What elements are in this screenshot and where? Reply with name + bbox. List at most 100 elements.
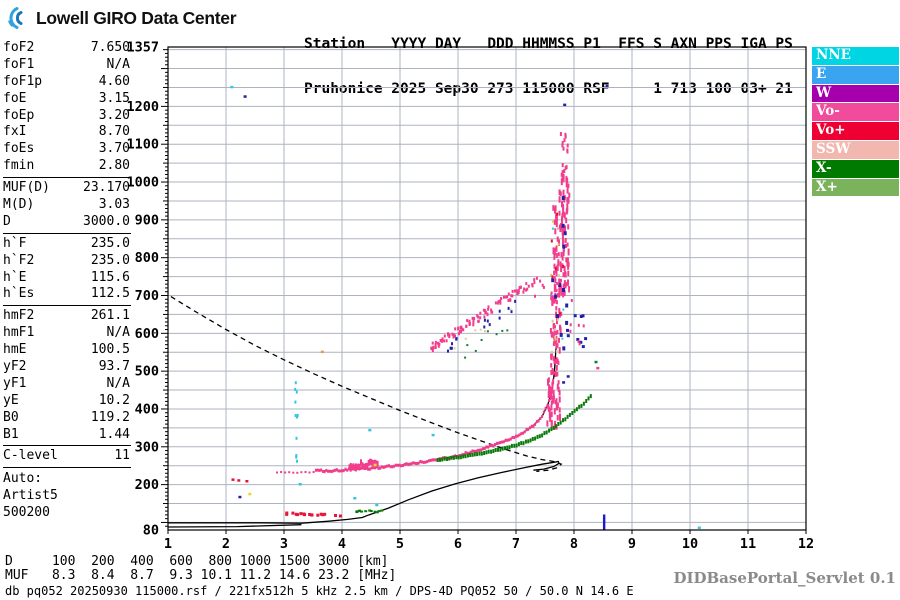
param-value: 235.0: [90, 252, 130, 268]
x-trace-dashes: [462, 454, 465, 459]
o-trace-dots: [334, 468, 336, 472]
right-sparse-navy: [566, 328, 569, 332]
param-row: h`F2 235.0: [3, 253, 130, 270]
second-hop-band: [525, 282, 528, 286]
param-row: foE 3.15: [3, 91, 130, 108]
cyan-column: [294, 381, 297, 385]
right-sparse-pink: [569, 323, 572, 327]
second-hop-band: [472, 320, 475, 324]
second-hop-navy: [455, 337, 458, 341]
spread-col-cyan: [552, 227, 554, 230]
param-value: 115.6: [90, 269, 130, 285]
o-trace-dots: [429, 458, 432, 462]
param-value: 100.5: [90, 342, 130, 358]
x-trace-dashes: [457, 455, 460, 460]
spread-col-tan: [558, 274, 561, 278]
o-trace-dots: [495, 441, 498, 445]
es-trace: [319, 512, 323, 516]
cyan-column: [296, 415, 298, 419]
o-trace-dots: [515, 434, 517, 438]
o-spread-steep: [553, 408, 556, 415]
o-trace-dots: [502, 440, 505, 444]
second-hop-band: [507, 292, 510, 296]
o-trace-dots: [469, 450, 472, 454]
o-trace-dots: [542, 410, 545, 414]
o-trace-lead-dots: [276, 471, 278, 474]
param-row: foF1p 4.60: [3, 74, 130, 91]
o-trace-dots: [374, 466, 377, 470]
o-trace-dots: [548, 398, 551, 402]
auto-scaling-block: Auto: Artist5 500200: [3, 471, 130, 522]
spread-col-upper: [566, 208, 569, 214]
hop-tail: [541, 283, 544, 287]
spread-col-lower: [554, 325, 556, 330]
o-spread-steep: [558, 390, 561, 396]
o-trace-dots: [539, 417, 542, 420]
o-trace-spread-ticks: [354, 463, 357, 470]
o-trace-dots: [375, 465, 378, 469]
x-trace-dashes: [520, 441, 523, 446]
o-trace-dots: [318, 468, 321, 472]
x-es-dashes: [355, 510, 359, 513]
right-sparse-navy: [579, 340, 583, 344]
spread-col-upper: [562, 249, 565, 257]
second-hop-band: [430, 346, 433, 350]
spread-col-navy: [558, 283, 562, 287]
spread-col-upper: [567, 183, 570, 189]
x-trace-dashes: [446, 457, 448, 461]
spread-col-navy: [565, 303, 569, 308]
o-trace-dots: [475, 449, 477, 453]
x-trace-dashes: [487, 449, 490, 454]
o-trace-spread-ticks: [353, 464, 356, 471]
spread-col-upper: [554, 278, 557, 284]
param-label: h`E: [3, 269, 27, 285]
second-hop-band: [431, 341, 434, 345]
spread-col-navy: [551, 278, 555, 283]
param-value: 11: [114, 448, 130, 464]
o-trace-dots: [478, 448, 481, 452]
spread-col-upper: [565, 176, 568, 182]
spread-col-upper: [553, 263, 556, 269]
o-trace-dots: [349, 468, 352, 472]
second-hop-tan: [453, 347, 456, 350]
echo-speck: [238, 495, 242, 499]
fxi-marker-dot: [602, 514, 606, 517]
o-trace-spread-ticks: [356, 464, 359, 471]
second-hop-band: [500, 297, 503, 300]
x-axis-label: 7: [512, 536, 520, 552]
second-hop-band: [479, 311, 482, 315]
o-trace-dots: [523, 430, 526, 434]
o-spread-steep: [554, 420, 557, 426]
x-trace-dashes: [587, 396, 590, 401]
cyan-column: [296, 413, 299, 417]
x-trace-dashes: [515, 443, 518, 448]
param-value: 23.170: [83, 180, 130, 196]
spread-col-cyan: [562, 308, 565, 311]
right-sparse-navy: [573, 314, 577, 318]
second-hop-band: [434, 346, 437, 349]
second-hop-green: [486, 330, 489, 333]
right-sparse-pink: [577, 340, 580, 343]
spread-top: [564, 165, 567, 170]
giro-signal-icon: [8, 7, 23, 29]
x-trace-dashes: [531, 437, 534, 441]
o-trace-dots: [372, 466, 375, 470]
es-trace: [294, 512, 298, 516]
param-row: yF1 N/A: [3, 376, 130, 393]
o-trace-dots: [534, 422, 537, 426]
o-trace-dots: [525, 428, 528, 432]
second-hop-navy: [498, 309, 501, 313]
second-hop-band: [507, 298, 510, 302]
spread-col-upper: [556, 236, 559, 242]
o-trace-dots: [488, 444, 491, 448]
spread-col-upper: [561, 216, 563, 223]
o-trace-dots: [328, 469, 331, 473]
second-hop-band: [431, 349, 434, 352]
o-trace-dots: [412, 461, 415, 465]
x-trace-dashes: [501, 446, 504, 451]
second-hop-navy: [449, 346, 452, 350]
right-sparse-pink: [569, 329, 572, 333]
x-trace-dashes: [443, 456, 446, 461]
spread-col-tan: [549, 273, 552, 277]
echo-speck: [373, 463, 377, 467]
